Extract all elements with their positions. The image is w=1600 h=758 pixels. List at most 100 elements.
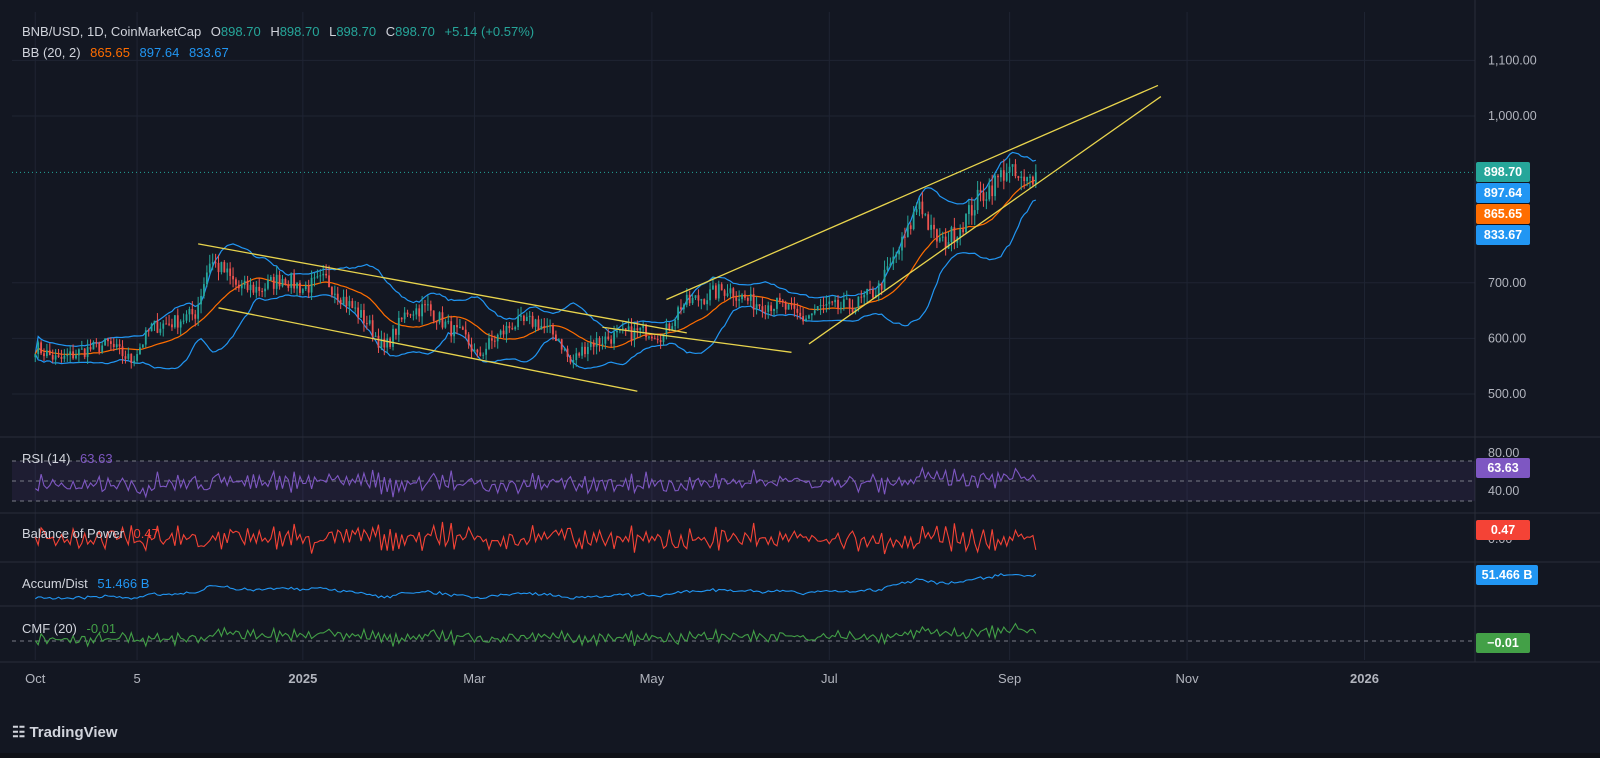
- candle-body[interactable]: [982, 192, 985, 201]
- candle-body[interactable]: [450, 321, 453, 337]
- candle-body[interactable]: [892, 256, 895, 264]
- candle-body[interactable]: [869, 289, 871, 291]
- candle-body[interactable]: [185, 314, 188, 321]
- candle-body[interactable]: [310, 277, 313, 293]
- candle-body[interactable]: [924, 214, 927, 216]
- time-tick-label[interactable]: May: [640, 671, 665, 686]
- candle-body[interactable]: [927, 214, 930, 230]
- candle-body[interactable]: [828, 301, 831, 305]
- candle-body[interactable]: [476, 349, 479, 353]
- candle-body[interactable]: [400, 317, 403, 320]
- candle-body[interactable]: [525, 316, 528, 322]
- candle-body[interactable]: [563, 348, 566, 350]
- breakout-line[interactable]: [602, 326, 792, 353]
- candle-body[interactable]: [150, 323, 153, 332]
- candle-body[interactable]: [802, 316, 805, 322]
- candle-body[interactable]: [121, 346, 124, 357]
- candle-body[interactable]: [319, 275, 322, 277]
- candle-body[interactable]: [746, 297, 749, 301]
- candle-body[interactable]: [208, 263, 211, 273]
- candle-body[interactable]: [877, 283, 880, 295]
- candle-body[interactable]: [682, 304, 685, 310]
- candle-body[interactable]: [918, 201, 921, 210]
- candle-body[interactable]: [581, 346, 583, 356]
- candle-body[interactable]: [133, 360, 136, 363]
- candle-body[interactable]: [642, 324, 645, 328]
- candle-body[interactable]: [424, 304, 426, 306]
- candle-body[interactable]: [825, 304, 828, 306]
- time-tick-label[interactable]: Jul: [821, 671, 838, 686]
- candle-body[interactable]: [57, 355, 60, 358]
- candle-body[interactable]: [566, 348, 569, 357]
- candle-body[interactable]: [1005, 172, 1008, 181]
- candle-body[interactable]: [540, 325, 543, 330]
- candle-body[interactable]: [203, 284, 205, 296]
- candle-body[interactable]: [659, 340, 662, 343]
- candle-body[interactable]: [793, 304, 796, 309]
- candle-body[interactable]: [461, 327, 464, 330]
- candle-body[interactable]: [880, 283, 883, 290]
- candle-body[interactable]: [639, 327, 642, 331]
- candle-body[interactable]: [1029, 176, 1031, 178]
- candle-body[interactable]: [808, 315, 810, 319]
- candle-body[interactable]: [223, 262, 226, 273]
- candle-body[interactable]: [1026, 177, 1028, 182]
- candle-body[interactable]: [496, 334, 499, 342]
- candle-body[interactable]: [680, 307, 682, 310]
- candle-body[interactable]: [930, 224, 933, 230]
- candle-body[interactable]: [296, 282, 298, 289]
- candle-body[interactable]: [40, 342, 42, 354]
- descending-channel-lower[interactable]: [218, 307, 638, 392]
- candle-body[interactable]: [348, 301, 351, 307]
- time-tick-label[interactable]: Sep: [998, 671, 1021, 686]
- candle-body[interactable]: [252, 284, 255, 293]
- candle-body[interactable]: [168, 323, 170, 325]
- candle-body[interactable]: [403, 312, 406, 320]
- candle-body[interactable]: [313, 277, 316, 279]
- candle-body[interactable]: [813, 310, 816, 314]
- candle-body[interactable]: [717, 284, 720, 299]
- time-tick-label[interactable]: 2026: [1350, 671, 1379, 686]
- candle-body[interactable]: [421, 304, 424, 317]
- candle-body[interactable]: [107, 338, 109, 342]
- candle-body[interactable]: [834, 299, 837, 303]
- candle-body[interactable]: [845, 298, 848, 300]
- descending-channel-upper[interactable]: [198, 243, 687, 334]
- candle-body[interactable]: [191, 308, 194, 315]
- price-tick-label[interactable]: 600.00: [1488, 331, 1526, 345]
- candle-body[interactable]: [909, 225, 912, 230]
- candle-body[interactable]: [543, 325, 546, 328]
- candle-body[interactable]: [342, 296, 345, 305]
- time-tick-label[interactable]: Mar: [463, 671, 486, 686]
- candle-body[interactable]: [976, 189, 979, 211]
- candle-body[interactable]: [226, 268, 229, 273]
- candle-body[interactable]: [173, 315, 176, 328]
- candle-body[interactable]: [554, 334, 557, 342]
- candle-body[interactable]: [165, 323, 168, 325]
- candle-body[interactable]: [1017, 176, 1020, 178]
- candle-body[interactable]: [531, 315, 534, 327]
- candle-body[interactable]: [435, 320, 438, 323]
- candle-body[interactable]: [773, 308, 775, 311]
- candle-body[interactable]: [141, 344, 144, 348]
- candle-body[interactable]: [124, 356, 127, 359]
- candle-body[interactable]: [392, 328, 394, 347]
- tradingview-brand[interactable]: ☷ TradingView: [12, 723, 118, 741]
- candle-body[interactable]: [473, 349, 476, 352]
- candle-body[interactable]: [752, 294, 755, 310]
- candle-body[interactable]: [662, 334, 665, 343]
- candle-body[interactable]: [508, 325, 511, 329]
- candle-body[interactable]: [159, 328, 162, 333]
- candle-body[interactable]: [953, 227, 956, 243]
- candle-body[interactable]: [48, 350, 51, 355]
- candle-body[interactable]: [816, 306, 819, 311]
- candle-body[interactable]: [668, 323, 671, 331]
- candle-body[interactable]: [691, 297, 694, 304]
- candle-body[interactable]: [153, 320, 156, 324]
- candle-body[interactable]: [569, 356, 572, 363]
- candle-body[interactable]: [235, 279, 237, 285]
- candle-body[interactable]: [688, 294, 691, 304]
- candle-body[interactable]: [950, 227, 953, 243]
- candle-body[interactable]: [54, 355, 57, 360]
- candle-body[interactable]: [171, 324, 173, 328]
